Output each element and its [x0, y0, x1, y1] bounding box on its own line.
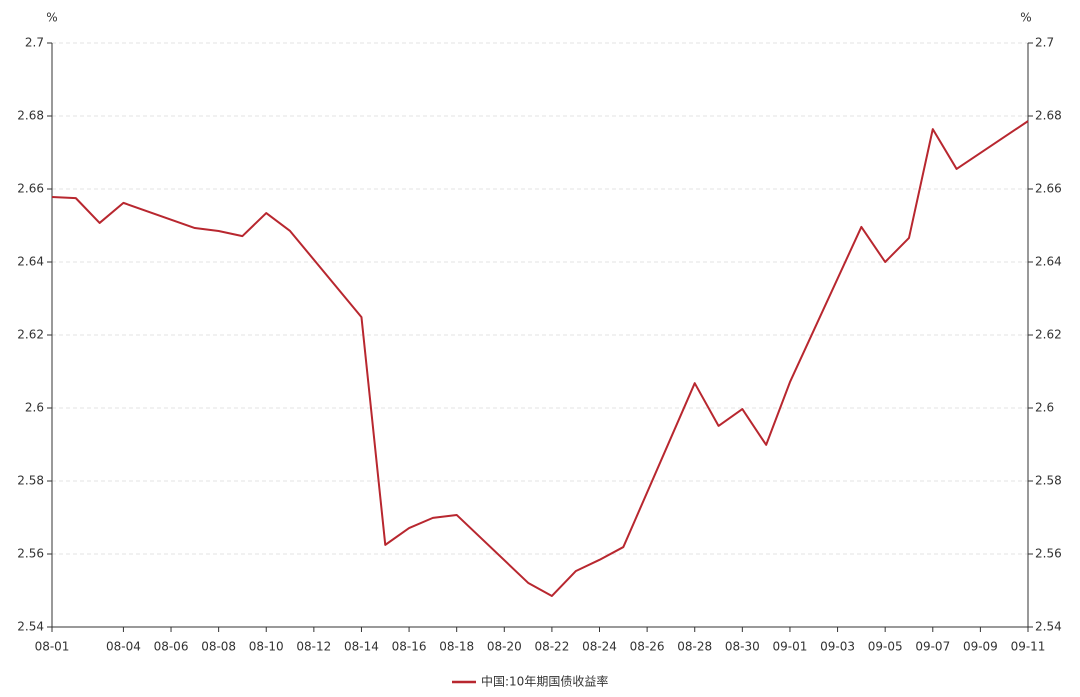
y2-tick-label: 2.7 — [1035, 36, 1054, 50]
y2-tick-label: 2.64 — [1035, 255, 1062, 269]
legend-label: 中国:10年期国债收益率 — [481, 674, 608, 689]
x-tick-label: 08-01 — [35, 640, 70, 654]
x-tick-label: 08-22 — [534, 640, 569, 654]
y2-tick-label: 2.68 — [1035, 109, 1062, 123]
x-tick-label: 08-06 — [154, 640, 189, 654]
x-tick-label: 08-28 — [677, 640, 712, 654]
x-tick-label: 08-30 — [725, 640, 760, 654]
y-tick-label: 2.64 — [17, 255, 44, 269]
y-tick-label: 2.58 — [17, 474, 44, 488]
x-tick-label: 09-05 — [868, 640, 903, 654]
x-tick-label: 09-01 — [773, 640, 808, 654]
y-tick-label: 2.7 — [25, 36, 44, 50]
x-tick-label: 08-26 — [630, 640, 665, 654]
y-tick-label: 2.6 — [25, 401, 44, 415]
y-tick-label: 2.56 — [17, 547, 44, 561]
x-tick-label: 08-14 — [344, 640, 379, 654]
y2-tick-label: 2.66 — [1035, 182, 1062, 196]
y-axis-unit: % — [46, 11, 57, 25]
x-tick-label: 08-10 — [249, 640, 284, 654]
y2-tick-label: 2.56 — [1035, 547, 1062, 561]
series-line — [51, 120, 1029, 597]
x-tick-label: 08-12 — [296, 640, 331, 654]
y-tick-label: 2.62 — [17, 328, 44, 342]
y2-tick-label: 2.6 — [1035, 401, 1054, 415]
y2-tick-label: 2.62 — [1035, 328, 1062, 342]
y2-tick-label: 2.58 — [1035, 474, 1062, 488]
x-tick-label: 09-09 — [963, 640, 998, 654]
y-tick-label: 2.66 — [17, 182, 44, 196]
y2-tick-label: 2.54 — [1035, 620, 1062, 634]
x-tick-label: 08-18 — [439, 640, 474, 654]
y-tick-label: 2.54 — [17, 620, 44, 634]
x-tick-label: 09-11 — [1011, 640, 1046, 654]
y-tick-label: 2.68 — [17, 109, 44, 123]
x-tick-label: 08-16 — [392, 640, 427, 654]
x-tick-label: 09-03 — [820, 640, 855, 654]
x-tick-label: 08-24 — [582, 640, 617, 654]
x-tick-label: 08-20 — [487, 640, 522, 654]
x-tick-label: 08-04 — [106, 640, 141, 654]
x-tick-label: 09-07 — [915, 640, 950, 654]
y2-axis-unit: % — [1020, 11, 1031, 25]
x-tick-label: 08-08 — [201, 640, 236, 654]
